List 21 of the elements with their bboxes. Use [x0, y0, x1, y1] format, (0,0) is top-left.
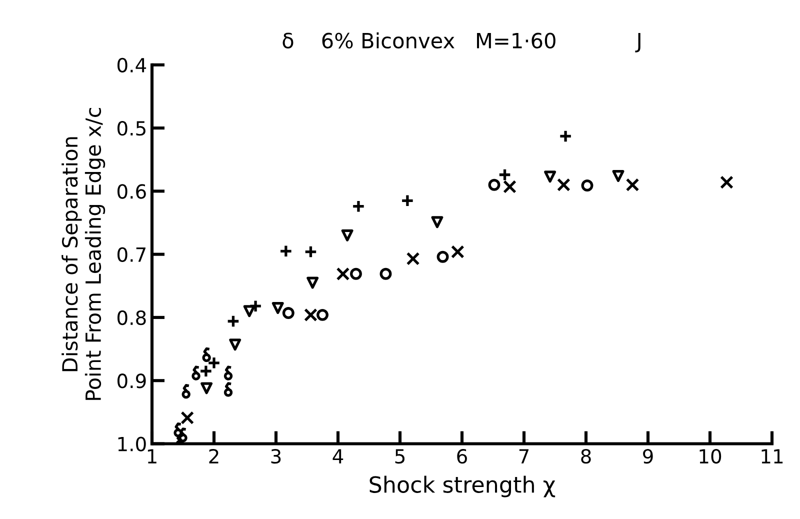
y-tick-label: 0.9	[118, 374, 146, 388]
x-tick-label: 5	[395, 449, 404, 464]
y-tick-label: 0.8	[118, 310, 146, 326]
y-tick-label: 1.0	[118, 436, 146, 452]
y-axis-title: Distance of Separation Point From Leading Edge x/c	[62, 108, 106, 400]
x-tick-label: 6	[457, 448, 467, 464]
x-tick-label: 11	[762, 449, 783, 464]
x-tick-label: 8	[581, 448, 591, 464]
y-tick-label: 0.5	[118, 120, 146, 136]
y-tick-label: 0.4	[118, 58, 146, 73]
x-tick-label: 10	[700, 448, 722, 464]
x-tick-label: 7	[519, 449, 529, 464]
x-tick-label: 9	[643, 448, 653, 464]
x-tick-label: 3	[271, 448, 281, 464]
x-axis-title: Shock strength χ	[370, 476, 556, 498]
chart-title: δ 6% Biconvex M=1·60 J	[282, 32, 640, 52]
y-tick-label: 0.6	[118, 184, 146, 199]
x-tick-label: 4	[332, 449, 344, 464]
x-tick-label: 2	[209, 448, 218, 464]
y-tick-label: 0.7	[118, 247, 146, 262]
x-tick-label: 1	[148, 449, 156, 464]
